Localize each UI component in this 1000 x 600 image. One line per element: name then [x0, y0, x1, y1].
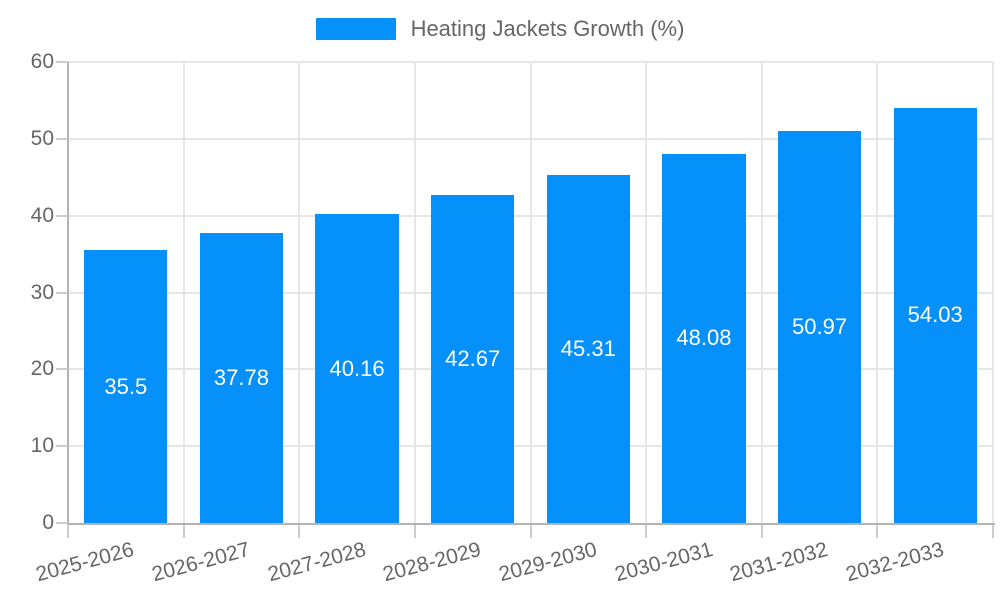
x-axis-label: 2027-2028 — [265, 538, 369, 587]
bar-value-label: 54.03 — [907, 302, 963, 328]
x-gridline — [876, 62, 879, 523]
x-tick-mark — [992, 525, 994, 538]
x-tick-mark — [876, 525, 879, 538]
bar[interactable]: 54.03 — [893, 107, 977, 523]
y-tick-mark — [56, 368, 68, 371]
bar-value-label: 40.16 — [329, 355, 385, 381]
x-axis-label: 2032-2033 — [843, 538, 947, 587]
bar[interactable]: 40.16 — [315, 214, 399, 523]
x-axis-label: 2028-2029 — [380, 538, 484, 587]
bar-value-label: 50.97 — [792, 314, 848, 340]
x-tick-mark — [298, 525, 301, 538]
x-tick-mark — [645, 525, 648, 538]
plot-area: 35.5 37.78 40.16 42.67 45.31 48.08 50.97 54.03 — [68, 61, 994, 523]
bar-value-label: 37.78 — [213, 364, 269, 390]
bar[interactable]: 37.78 — [199, 232, 284, 523]
x-axis-label: 2029-2030 — [496, 538, 600, 587]
y-tick-label: 0 — [42, 511, 54, 534]
y-tick-mark — [56, 61, 68, 63]
x-gridline — [992, 62, 994, 523]
x-gridline — [182, 62, 185, 523]
x-gridline — [645, 62, 648, 523]
legend-label: Heating Jackets Growth (%) — [410, 16, 685, 41]
x-tick-mark — [67, 525, 69, 538]
y-tick-mark — [56, 291, 68, 294]
x-axis-label: 2025-2026 — [33, 538, 137, 587]
y-tick-mark — [56, 445, 68, 448]
bar-value-label: 45.31 — [560, 335, 616, 361]
bar[interactable]: 45.31 — [546, 174, 630, 523]
x-axis-label: 2031-2032 — [727, 538, 831, 587]
x-tick-mark — [182, 525, 185, 538]
bar[interactable]: 48.08 — [662, 153, 746, 523]
y-tick-label: 30 — [30, 280, 54, 304]
y-tick-label: 50 — [30, 126, 54, 150]
x-axis-label: 2030-2031 — [611, 538, 715, 587]
bar[interactable]: 42.67 — [431, 195, 515, 523]
x-gridline — [529, 62, 532, 523]
y-tick-label: 20 — [30, 357, 54, 381]
x-tick-mark — [760, 525, 763, 538]
y-tick-mark — [56, 137, 68, 140]
legend-swatch-icon — [315, 18, 396, 40]
y-tick-label: 40 — [30, 203, 54, 227]
y-tick-label: 10 — [30, 434, 54, 458]
x-axis-label: 2026-2027 — [149, 538, 253, 587]
bar[interactable]: 50.97 — [777, 131, 862, 523]
x-tick-mark — [413, 525, 416, 538]
x-axis-line — [67, 523, 995, 525]
bar-value-label: 48.08 — [676, 325, 732, 351]
x-gridline — [298, 62, 301, 523]
y-tick-label: 60 — [30, 50, 54, 73]
legend[interactable]: Heating Jackets Growth (%) — [0, 16, 1000, 42]
bar-value-label: 35.5 — [104, 373, 148, 399]
bar[interactable]: 35.5 — [84, 250, 168, 523]
y-tick-mark — [56, 522, 68, 524]
y-axis-line — [67, 62, 69, 523]
y-tick-mark — [56, 214, 68, 217]
x-gridline — [413, 62, 416, 523]
x-tick-mark — [529, 525, 532, 538]
x-gridline — [760, 62, 763, 523]
bar-value-label: 42.67 — [445, 346, 501, 372]
